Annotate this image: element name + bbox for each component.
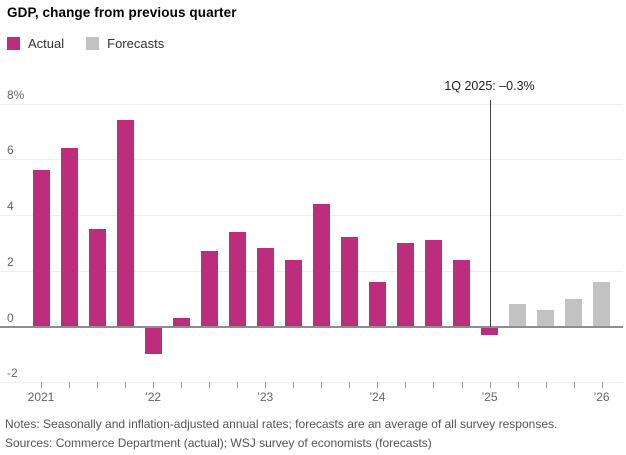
x-axis-tick [461, 382, 463, 388]
x-axis-tick [601, 382, 603, 388]
x-axis-tick [405, 382, 407, 388]
chart-legend: Actual Forecasts [7, 36, 164, 51]
legend-item-actual: Actual [7, 36, 64, 51]
y-axis-label: 2 [7, 254, 14, 269]
footer-sources: Sources: Commerce Department (actual); W… [5, 435, 432, 450]
legend-label-actual: Actual [28, 36, 65, 51]
bar-3q-2022 [200, 251, 218, 327]
annotation-line [489, 100, 491, 327]
x-axis-label: ’26 [593, 390, 610, 404]
legend-item-forecasts: Forecasts [86, 36, 164, 51]
x-axis-tick [293, 382, 295, 388]
x-axis-tick [41, 382, 42, 388]
x-axis-tick [573, 382, 575, 388]
legend-label-forecasts: Forecasts [107, 36, 165, 51]
zero-axis-line [0, 325, 623, 328]
y-axis-label: 0 [7, 310, 14, 325]
bar-2q-2022 [172, 318, 190, 327]
x-axis-tick [349, 382, 351, 388]
x-axis-tick [517, 382, 519, 388]
x-axis-tick [321, 382, 323, 388]
bar-3q-2023 [312, 203, 330, 327]
x-axis-tick [433, 382, 435, 388]
forecast-swatch-icon [86, 37, 100, 50]
x-axis-tick [237, 382, 239, 388]
gridline-y4 [0, 215, 623, 216]
bar-1q-2026 [593, 281, 611, 327]
x-axis-tick [265, 382, 267, 388]
x-axis-label: 2021 [27, 390, 55, 404]
chart-footer: Notes: Seasonally and inflation-adjusted… [5, 415, 557, 452]
bar-4q-2021 [116, 120, 134, 327]
bar-2q-2025 [509, 304, 526, 327]
y-axis-label: 4 [7, 199, 14, 213]
bar-4q-2023 [340, 237, 358, 327]
footer-notes: Notes: Seasonally and inflation-adjusted… [5, 417, 558, 431]
bar-1q-2023 [256, 248, 274, 327]
bar-2q-2021 [60, 148, 78, 327]
x-axis-label: ’23 [257, 390, 274, 404]
bar-2q-2023 [284, 259, 302, 327]
gridline-y2 [0, 270, 623, 272]
x-axis-tick [377, 382, 379, 388]
y-axis-label: -2 [7, 366, 18, 381]
y-axis-label: 8% [7, 87, 25, 102]
bar-4q-2024 [453, 259, 470, 327]
bar-2q-2024 [396, 242, 414, 327]
bar-4q-2025 [565, 298, 583, 327]
x-axis-label: ’24 [369, 390, 386, 404]
chart-title: GDP, change from previous quarter [7, 5, 237, 20]
gridline-y6 [0, 159, 623, 161]
bar-3q-2021 [88, 228, 106, 327]
x-axis-tick [209, 382, 211, 388]
gridline-y-2 [0, 382, 623, 384]
x-axis-tick [153, 382, 155, 388]
gridline-y8 [0, 103, 623, 105]
y-axis-label: 6 [7, 143, 14, 158]
x-axis-tick [545, 382, 547, 388]
x-axis-tick [97, 382, 99, 388]
x-axis-tick [489, 382, 491, 388]
bar-1q-2024 [368, 281, 386, 327]
bar-3q-2025 [537, 309, 554, 327]
bar-4q-2022 [228, 231, 246, 327]
bar-1q-2022 [144, 326, 162, 355]
bar-1q-2021 [32, 170, 50, 327]
actual-swatch-icon [7, 37, 20, 50]
x-axis-label: ’22 [145, 390, 162, 404]
x-axis-tick [181, 382, 183, 388]
x-axis-tick [125, 382, 127, 388]
x-axis-label: ’25 [481, 390, 498, 404]
x-axis-tick [69, 382, 70, 388]
annotation-label: 1Q 2025: –0.3% [444, 79, 535, 93]
bar-1q-2025 [481, 326, 498, 335]
bar-3q-2024 [424, 240, 442, 327]
